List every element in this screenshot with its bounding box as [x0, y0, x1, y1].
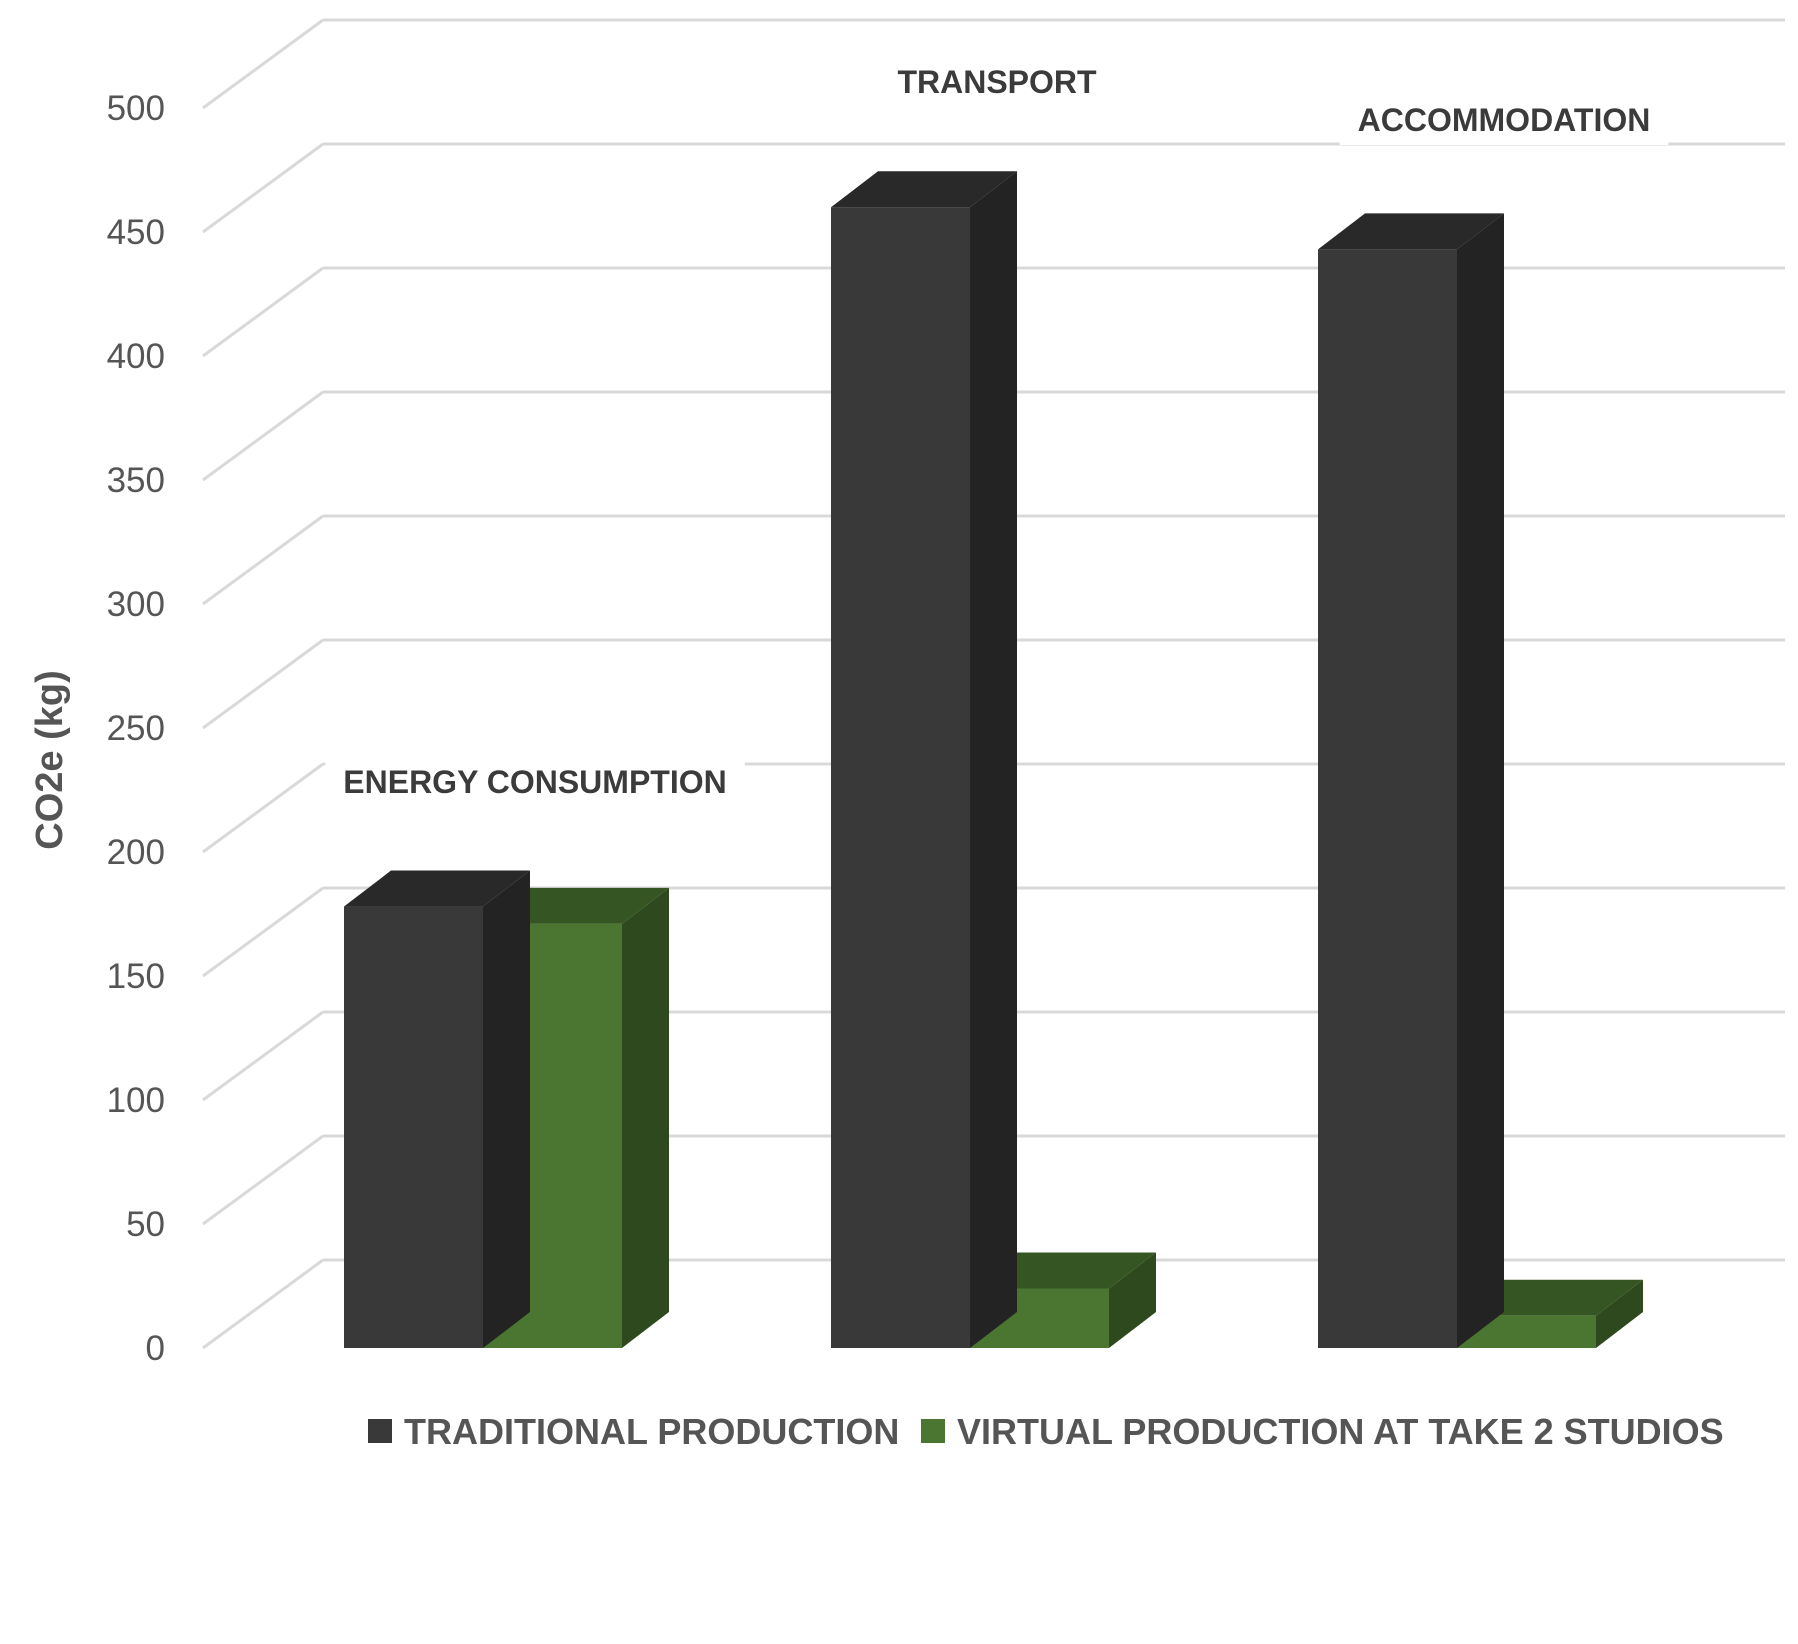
category-label-bg	[1339, 95, 1669, 145]
category-label-bg	[879, 57, 1115, 107]
gridline-side	[202, 514, 324, 606]
legend-label: VIRTUAL PRODUCTION AT TAKE 2 STUDIOS	[957, 1411, 1724, 1452]
bar	[344, 906, 483, 1348]
gridline-side	[202, 390, 324, 482]
y-tick-label: 200	[107, 833, 165, 872]
gridline-side	[202, 1258, 324, 1350]
bar	[831, 207, 970, 1349]
bar	[1318, 249, 1457, 1349]
y-tick-label: 350	[107, 461, 165, 500]
category-labels: ENERGY CONSUMPTION TRANSPORT ACCOMMODATION	[325, 57, 1669, 807]
bars	[344, 171, 1643, 1349]
gridline-side	[202, 1010, 324, 1102]
legend-swatch	[368, 1419, 392, 1443]
y-axis-ticks: 0 50 100 150 200 250 300 350 400 450 500	[107, 89, 165, 1368]
bar-side	[622, 887, 669, 1348]
y-axis-label: CO2e (kg)	[29, 670, 71, 849]
bar-top	[1318, 213, 1504, 250]
y-tick-label: 50	[126, 1205, 165, 1244]
y-tick-label: 150	[107, 957, 165, 996]
y-tick-label: 500	[107, 89, 165, 128]
bar-top	[831, 171, 1017, 208]
bar-top	[344, 870, 530, 907]
bar-side	[1109, 1252, 1156, 1348]
legend-swatch	[921, 1419, 945, 1443]
y-tick-label: 450	[107, 213, 165, 252]
gridline-side	[202, 142, 324, 234]
legend-label: TRADITIONAL PRODUCTION	[404, 1411, 899, 1452]
gridline-side	[202, 266, 324, 358]
bar-side	[1596, 1279, 1643, 1348]
gridline-side	[202, 18, 324, 110]
gridline-side	[202, 638, 324, 730]
bar-side	[970, 171, 1017, 1349]
bar-side	[1457, 213, 1504, 1349]
category-label: TRANSPORT	[897, 64, 1097, 100]
category-label: ENERGY CONSUMPTION	[343, 764, 726, 800]
y-tick-label: 300	[107, 585, 165, 624]
bar-side	[483, 870, 530, 1348]
legend: TRADITIONAL PRODUCTION VIRTUAL PRODUCTION…	[368, 1411, 1724, 1452]
y-tick-label: 250	[107, 709, 165, 748]
gridline-side	[202, 1134, 324, 1226]
y-tick-label: 0	[146, 1329, 165, 1368]
category-label-bg	[325, 757, 745, 807]
y-tick-label: 400	[107, 337, 165, 376]
y-tick-label: 100	[107, 1081, 165, 1120]
gridline-side	[202, 886, 324, 978]
category-label: ACCOMMODATION	[1358, 102, 1651, 138]
gridline-side	[202, 762, 324, 854]
